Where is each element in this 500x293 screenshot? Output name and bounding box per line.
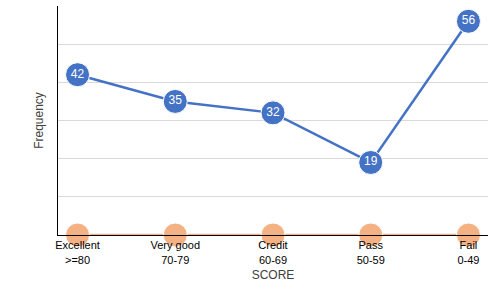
svg-text:Fail0-49: Fail0-49: [457, 239, 479, 265]
svg-text:32: 32: [266, 105, 280, 119]
svg-text:Frequency: Frequency: [32, 92, 46, 149]
svg-text:42: 42: [71, 67, 85, 81]
svg-text:35: 35: [169, 93, 183, 107]
svg-text:Excellent>=80: Excellent>=80: [55, 239, 100, 265]
svg-text:Pass50-59: Pass50-59: [357, 239, 385, 265]
svg-text:SCORE: SCORE: [252, 268, 295, 282]
svg-text:Credit60-69: Credit60-69: [258, 239, 287, 265]
svg-text:19: 19: [364, 154, 378, 168]
svg-text:56: 56: [462, 13, 476, 27]
svg-text:Very good70-79: Very good70-79: [150, 239, 200, 265]
